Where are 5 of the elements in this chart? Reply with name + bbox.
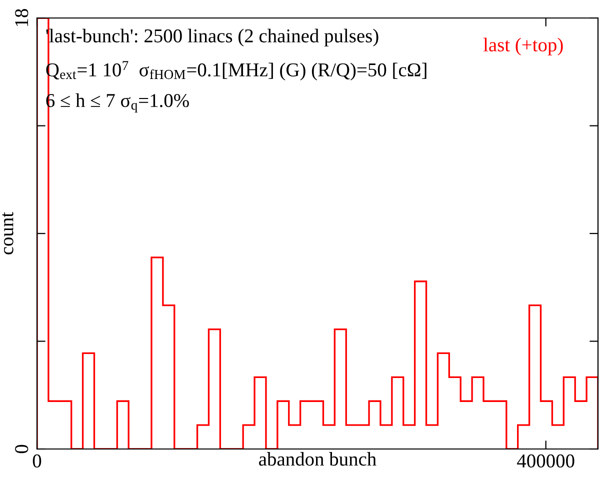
y-axis-title: count xyxy=(2,212,14,254)
y-tick-label: 18 xyxy=(15,9,28,26)
text: last (+top) xyxy=(483,38,563,56)
x-axis-title: abandon bunch xyxy=(259,452,376,466)
x-tick-label: 400000 xyxy=(517,454,574,468)
